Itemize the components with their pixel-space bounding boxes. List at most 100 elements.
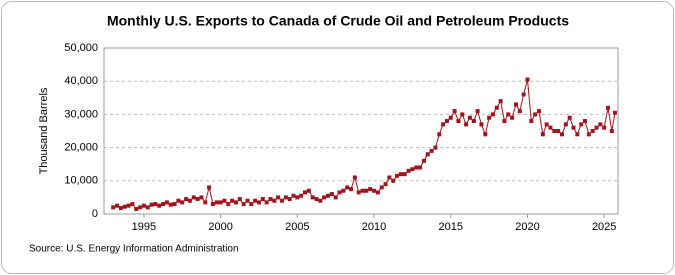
point-marker xyxy=(203,200,208,205)
point-marker xyxy=(456,119,461,124)
point-marker xyxy=(329,192,334,197)
point-marker xyxy=(552,129,557,133)
point-marker xyxy=(256,200,261,205)
y-tick-label: 10,000 xyxy=(64,175,98,187)
point-marker xyxy=(402,172,407,177)
point-marker xyxy=(138,205,143,210)
point-marker xyxy=(222,198,227,203)
point-marker xyxy=(533,112,538,117)
point-marker xyxy=(521,92,526,97)
point-marker xyxy=(180,200,185,205)
y-tick-label: 0 xyxy=(92,208,98,220)
point-marker xyxy=(283,195,288,200)
point-marker xyxy=(126,203,131,208)
point-marker xyxy=(606,105,611,110)
point-marker xyxy=(575,132,580,137)
point-marker xyxy=(513,102,518,107)
point-marker xyxy=(226,202,231,207)
point-marker xyxy=(437,132,442,137)
point-marker xyxy=(356,190,361,195)
point-marker xyxy=(245,198,250,203)
point-marker xyxy=(571,125,576,130)
point-marker xyxy=(118,206,123,211)
point-marker xyxy=(487,115,492,120)
x-tick-label: 2020 xyxy=(515,221,539,233)
x-tick-label: 2015 xyxy=(439,221,463,233)
point-marker xyxy=(291,193,296,198)
point-marker xyxy=(395,173,400,178)
point-marker xyxy=(383,182,388,187)
point-marker xyxy=(207,185,212,190)
point-marker xyxy=(122,204,127,209)
point-marker xyxy=(157,203,162,208)
point-marker xyxy=(191,195,196,200)
point-marker xyxy=(314,197,319,202)
point-marker xyxy=(299,193,304,198)
point-marker xyxy=(310,195,315,200)
point-marker xyxy=(421,158,426,163)
point-marker xyxy=(168,202,173,207)
point-marker xyxy=(345,185,350,190)
point-marker xyxy=(326,193,331,198)
point-marker xyxy=(406,168,411,173)
point-marker xyxy=(398,172,403,177)
point-marker xyxy=(341,188,346,193)
point-marker xyxy=(237,197,242,202)
point-marker xyxy=(276,195,281,200)
point-marker xyxy=(375,190,380,195)
point-marker xyxy=(387,175,392,180)
point-marker xyxy=(214,200,219,205)
point-marker xyxy=(452,109,457,114)
point-marker xyxy=(410,167,415,172)
x-tick-label: 2025 xyxy=(592,221,616,233)
point-marker xyxy=(467,115,472,120)
point-marker xyxy=(464,122,469,127)
point-marker xyxy=(517,109,522,114)
point-marker xyxy=(510,115,515,120)
x-tick-label: 2005 xyxy=(285,221,309,233)
point-marker xyxy=(594,125,599,130)
y-tick-label: 50,000 xyxy=(64,42,98,54)
y-tick-label: 20,000 xyxy=(64,142,98,154)
point-marker xyxy=(567,115,572,120)
point-marker xyxy=(333,195,338,200)
point-marker xyxy=(233,200,238,205)
point-marker xyxy=(210,202,215,207)
point-marker xyxy=(253,198,258,203)
point-marker xyxy=(195,197,200,202)
point-marker xyxy=(184,197,189,202)
point-marker xyxy=(272,198,277,203)
point-marker xyxy=(141,203,146,208)
point-marker xyxy=(249,202,254,207)
plot-border xyxy=(103,47,619,215)
point-marker xyxy=(172,202,177,207)
point-marker xyxy=(444,119,449,124)
point-marker xyxy=(360,188,365,193)
point-marker xyxy=(145,205,150,210)
point-marker xyxy=(418,165,423,170)
y-tick-label: 40,000 xyxy=(64,75,98,87)
point-marker xyxy=(302,190,307,195)
point-marker xyxy=(176,198,181,203)
point-marker xyxy=(536,109,541,114)
point-marker xyxy=(379,185,384,190)
point-marker xyxy=(279,198,284,203)
point-marker xyxy=(559,132,564,137)
point-marker xyxy=(483,132,488,137)
point-marker xyxy=(414,165,419,170)
point-marker xyxy=(268,197,273,202)
point-marker xyxy=(460,112,465,117)
point-marker xyxy=(352,175,357,180)
point-marker xyxy=(429,148,434,153)
point-marker xyxy=(218,200,223,205)
point-marker xyxy=(602,125,607,130)
point-marker xyxy=(498,99,503,104)
point-marker xyxy=(260,197,265,202)
point-marker xyxy=(540,132,545,137)
chart-title: Monthly U.S. Exports to Canada of Crude … xyxy=(107,13,569,29)
point-marker xyxy=(529,119,534,124)
y-axis-label: Thousand Barrels xyxy=(38,87,50,174)
point-marker xyxy=(230,198,235,203)
